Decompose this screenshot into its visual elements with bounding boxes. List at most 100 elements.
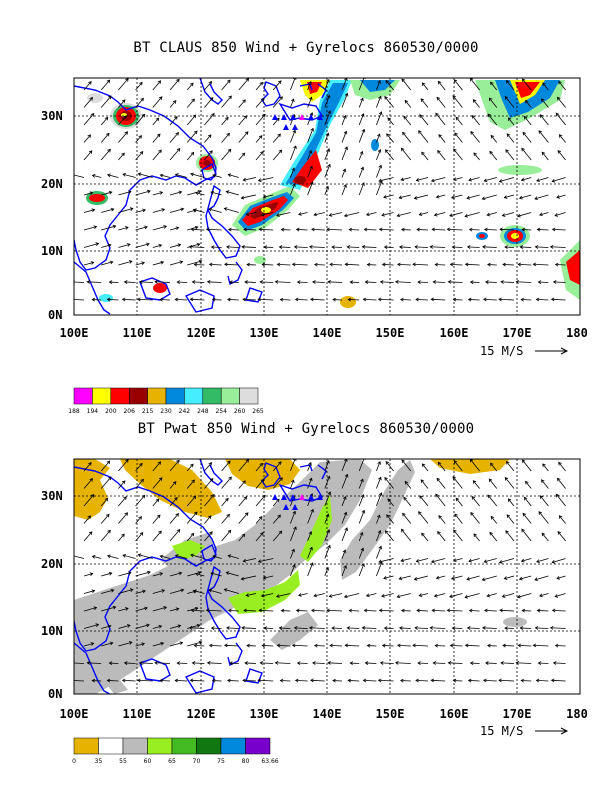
wind-vector xyxy=(502,593,515,598)
wind-vector-head xyxy=(163,606,168,610)
wind-vector-head xyxy=(466,195,471,200)
wind-vector xyxy=(175,173,188,178)
wind-vector-head xyxy=(506,461,510,465)
wind-vector-head xyxy=(158,96,163,100)
wind-vector-head xyxy=(539,495,544,499)
wind-vector-head xyxy=(327,544,331,549)
wind-vector-head xyxy=(156,514,161,519)
wind-vector-head xyxy=(159,173,164,178)
wind-vector xyxy=(376,96,382,108)
wind-vector-head xyxy=(343,114,347,119)
wind-vector-head xyxy=(263,245,268,250)
wind-vector xyxy=(190,298,205,301)
wind-vector xyxy=(386,514,394,524)
wind-vector-head xyxy=(291,643,296,648)
wind-vector xyxy=(431,298,446,301)
wind-vector xyxy=(83,209,95,213)
wind-vector-head xyxy=(400,177,405,182)
wind-vector-head xyxy=(326,460,330,464)
wind-vector-head xyxy=(396,594,401,599)
wind-vector-head xyxy=(522,512,527,517)
wind-vector xyxy=(414,627,429,629)
wind-vector xyxy=(272,96,283,108)
wind-vector xyxy=(327,281,343,283)
wind-vector xyxy=(87,281,102,283)
wind-vector-head xyxy=(383,194,387,199)
wind-vector-head xyxy=(518,576,523,581)
wind-vector-head xyxy=(125,78,129,82)
wind-vector-head xyxy=(470,130,474,135)
wind-vector xyxy=(221,498,229,507)
wind-vector xyxy=(524,116,532,126)
wind-vector-head xyxy=(122,553,127,558)
wind-vector xyxy=(160,174,171,178)
wind-vector xyxy=(83,226,97,231)
wind-vector xyxy=(275,662,291,664)
wind-vector xyxy=(101,244,111,248)
wind-vector xyxy=(329,212,343,216)
wind-vector xyxy=(436,478,446,489)
wind-vector xyxy=(412,263,429,266)
wind-vector-head xyxy=(415,678,419,683)
wind-vector xyxy=(399,194,411,199)
wind-vector-head xyxy=(242,297,246,302)
wind-vector-head xyxy=(525,480,529,485)
top-y-tick-10n: 10N xyxy=(41,244,63,258)
wind-vector-head xyxy=(437,461,442,466)
wind-vector xyxy=(100,476,112,489)
wind-vector-head xyxy=(523,496,528,501)
wind-vector-head xyxy=(243,496,248,500)
wind-vector xyxy=(542,463,549,472)
wind-vector xyxy=(290,145,297,161)
legend-value: 65 xyxy=(168,758,176,765)
wind-vector-head xyxy=(139,462,143,467)
wind-vector xyxy=(212,174,222,178)
wind-vector-head xyxy=(365,593,370,598)
wind-vector-head xyxy=(326,475,331,480)
wind-vector xyxy=(535,627,549,629)
wind-vector-head xyxy=(342,168,347,173)
wind-vector-head xyxy=(174,554,179,558)
wind-vector-head xyxy=(385,80,390,84)
wind-vector-head xyxy=(89,572,94,577)
wind-vector-head xyxy=(211,297,216,302)
wind-vector-head xyxy=(242,177,247,182)
wind-vector xyxy=(552,558,566,563)
wind-vector xyxy=(135,114,146,126)
wind-vector-head xyxy=(174,497,178,501)
wind-vector xyxy=(152,642,164,647)
wind-vector xyxy=(376,165,382,178)
wind-vector xyxy=(431,679,446,682)
wind-vector xyxy=(152,261,164,266)
wind-vector xyxy=(74,174,85,178)
wind-vector-head xyxy=(364,280,369,284)
wind-vector-head xyxy=(107,624,112,629)
legend-swatch xyxy=(147,737,173,755)
wind-vector xyxy=(434,212,446,216)
wind-vector-head xyxy=(541,479,545,483)
wind-vector xyxy=(385,80,394,91)
wind-vector-head xyxy=(451,576,455,581)
wind-vector xyxy=(395,662,411,664)
wind-vector xyxy=(552,177,566,182)
wind-vector-head xyxy=(489,150,493,155)
wind-vector-head xyxy=(551,178,556,183)
wind-vector xyxy=(473,480,480,489)
wind-vector-head xyxy=(505,149,509,153)
wind-vector-head xyxy=(377,530,382,534)
wind-vector xyxy=(324,110,331,126)
wind-vector xyxy=(488,97,498,108)
wind-vector xyxy=(418,511,429,524)
wind-vector xyxy=(438,515,446,524)
wind-vector xyxy=(124,281,136,283)
wind-vector-head xyxy=(360,166,365,171)
wind-vector xyxy=(348,680,360,682)
wind-vector-head xyxy=(414,245,418,249)
wind-vector xyxy=(101,572,112,577)
wind-vector-head xyxy=(104,116,109,121)
wind-vector-head xyxy=(108,190,113,195)
wind-vector xyxy=(551,679,566,682)
wind-vector-head xyxy=(551,559,556,564)
wind-vector xyxy=(385,530,394,542)
wind-vector-head xyxy=(313,212,318,217)
